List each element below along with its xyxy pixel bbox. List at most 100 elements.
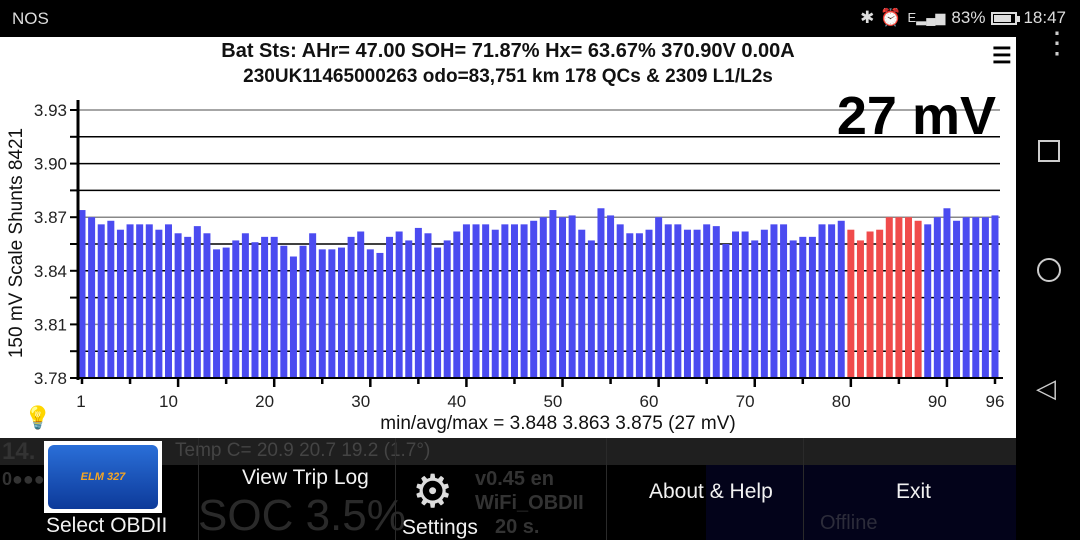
bar-cell-76 xyxy=(799,236,807,378)
bar-cell-1 xyxy=(78,210,86,378)
bar-cell-82 xyxy=(856,240,864,378)
bar-cell-75 xyxy=(789,240,797,378)
y-tick-label: 3.81 xyxy=(34,315,67,334)
x-tick-label: 50 xyxy=(543,392,562,411)
bar-cell-70 xyxy=(741,231,749,378)
bar-cell-38 xyxy=(434,247,442,378)
ghost-temp: Temp C= 20.9 20.7 19.2 (1.7°) xyxy=(175,440,431,461)
bar-cell-71 xyxy=(751,240,759,378)
bar-cell-3 xyxy=(97,224,105,378)
bar-cell-61 xyxy=(655,217,663,378)
bar-cell-94 xyxy=(972,217,980,378)
ghost-soc: SOC 3.5% xyxy=(198,491,406,540)
bar-cell-73 xyxy=(770,224,778,378)
y-tick-label: 3.78 xyxy=(34,369,67,388)
ghost-wifi: WiFi_OBDII xyxy=(475,492,584,514)
home-icon[interactable] xyxy=(1037,258,1061,282)
bar-cell-52 xyxy=(568,215,576,378)
bar-cell-27 xyxy=(328,249,336,378)
x-tick-label: 60 xyxy=(640,392,659,411)
y-axis-label: 150 mV Scale Shunts 8421 xyxy=(6,127,27,359)
y-tick-label: 3.87 xyxy=(34,208,67,227)
bar-cell-87 xyxy=(905,217,913,378)
vehicle-info-line: 230UK11465000263 odo=83,751 km 178 QCs &… xyxy=(243,66,773,87)
bar-cell-69 xyxy=(732,231,740,378)
ghost-dots: 0●●● xyxy=(2,469,45,489)
bar-cell-9 xyxy=(155,229,163,378)
min-avg-max: min/avg/max = 3.848 3.863 3.875 (27 mV) xyxy=(380,413,736,434)
bar-cell-2 xyxy=(88,217,96,378)
bar-cell-51 xyxy=(559,217,567,378)
bar-cell-66 xyxy=(703,224,711,378)
bar-cell-89 xyxy=(924,224,932,378)
x-tick-label: 80 xyxy=(832,392,851,411)
battery-icon xyxy=(991,11,1021,25)
x-tick-label: 70 xyxy=(736,392,755,411)
bar-cell-41 xyxy=(462,224,470,378)
bar-cell-57 xyxy=(616,224,624,378)
bar-cell-50 xyxy=(549,210,557,378)
bar-cell-18 xyxy=(241,233,249,378)
bar-cell-32 xyxy=(376,252,384,378)
x-tick-label: 1 xyxy=(76,392,85,411)
bar-cell-96 xyxy=(991,215,999,378)
bar-cell-95 xyxy=(981,217,989,378)
bar-cell-72 xyxy=(760,229,768,378)
x-tick-label: 30 xyxy=(351,392,370,411)
voltage-delta: 27 mV xyxy=(836,86,996,146)
navigation-bar: ⋮ ◁ xyxy=(1016,29,1080,540)
bar-cell-88 xyxy=(914,220,922,378)
bar-cell-33 xyxy=(386,236,394,378)
ghost-offline: Offline xyxy=(820,512,878,534)
bar-cell-40 xyxy=(453,231,461,378)
bar-cell-15 xyxy=(213,249,221,378)
bar-cell-25 xyxy=(309,233,317,378)
lightbulb-icon[interactable]: 💡 xyxy=(24,405,52,430)
bar-cell-6 xyxy=(126,224,134,378)
bar-cell-78 xyxy=(818,224,826,378)
bar-cell-35 xyxy=(405,240,413,378)
bar-cell-29 xyxy=(347,236,355,378)
options-menu: Temp C= 20.9 20.7 19.2 (1.7°) 14. SOC 3.… xyxy=(0,438,1016,540)
overflow-menu-icon[interactable]: ⋮ xyxy=(1042,27,1072,60)
bar-cell-44 xyxy=(491,229,499,378)
signal-icon: E▂▄▆ xyxy=(907,10,946,25)
bar-cell-55 xyxy=(597,208,605,378)
battery-status-line: Bat Sts: AHr= 47.00 SOH= 71.87% Hx= 63.6… xyxy=(221,40,795,62)
bar-cell-80 xyxy=(837,220,845,378)
bar-cell-8 xyxy=(145,224,153,378)
status-bar: NOS ✱ ⏰ E▂▄▆ 83% 18:47 xyxy=(0,0,1080,37)
bar-cell-48 xyxy=(530,220,538,378)
bar-cell-42 xyxy=(472,224,480,378)
y-tick-label: 3.84 xyxy=(34,262,67,281)
alarm-icon: ⏰ xyxy=(880,8,902,27)
cell-voltage-screen: Bat Sts: AHr= 47.00 SOH= 71.87% Hx= 63.6… xyxy=(0,37,1016,438)
bar-cell-53 xyxy=(578,229,586,378)
bar-cell-63 xyxy=(674,224,682,378)
bar-cell-91 xyxy=(943,208,951,378)
bar-cell-62 xyxy=(664,224,672,378)
bar-cell-58 xyxy=(626,233,634,378)
bar-cell-74 xyxy=(780,224,788,378)
menu-label: Select OBDII xyxy=(46,514,168,537)
recents-icon[interactable] xyxy=(1038,140,1060,162)
bar-cell-22 xyxy=(280,245,288,378)
bar-cell-49 xyxy=(539,217,547,378)
menu-label: Exit xyxy=(896,480,932,503)
x-tick-label: 20 xyxy=(255,392,274,411)
bar-cell-31 xyxy=(366,249,374,378)
bar-cell-36 xyxy=(414,227,422,378)
bar-cell-92 xyxy=(953,220,961,378)
bar-cell-60 xyxy=(645,229,653,378)
bar-cell-90 xyxy=(933,217,941,378)
bar-cell-54 xyxy=(587,240,595,378)
bar-cell-59 xyxy=(635,233,643,378)
back-icon[interactable]: ◁ xyxy=(1036,373,1056,403)
bar-cell-65 xyxy=(693,229,701,378)
x-tick-label: 40 xyxy=(447,392,466,411)
bar-cell-10 xyxy=(164,224,172,378)
ghost-version: v0.45 en xyxy=(475,468,554,490)
hamburger-icon[interactable]: ☰ xyxy=(992,43,1012,68)
bar-cell-17 xyxy=(232,240,240,378)
bar-cell-5 xyxy=(116,229,124,378)
